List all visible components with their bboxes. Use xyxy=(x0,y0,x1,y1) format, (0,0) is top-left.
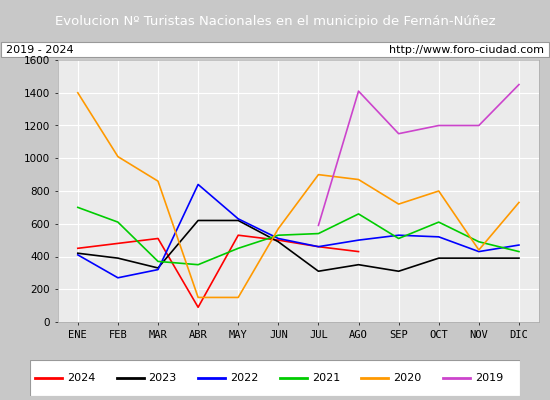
Text: 2019: 2019 xyxy=(475,373,503,383)
FancyBboxPatch shape xyxy=(1,42,549,57)
Text: 2019 - 2024: 2019 - 2024 xyxy=(6,45,73,55)
Text: 2023: 2023 xyxy=(148,373,177,383)
Text: 2022: 2022 xyxy=(230,373,258,383)
FancyBboxPatch shape xyxy=(30,360,520,396)
Text: 2024: 2024 xyxy=(67,373,95,383)
Text: Evolucion Nº Turistas Nacionales en el municipio de Fernán-Núñez: Evolucion Nº Turistas Nacionales en el m… xyxy=(54,14,496,28)
Text: http://www.foro-ciudad.com: http://www.foro-ciudad.com xyxy=(389,45,544,55)
Text: 2021: 2021 xyxy=(312,373,340,383)
Text: 2020: 2020 xyxy=(393,373,421,383)
